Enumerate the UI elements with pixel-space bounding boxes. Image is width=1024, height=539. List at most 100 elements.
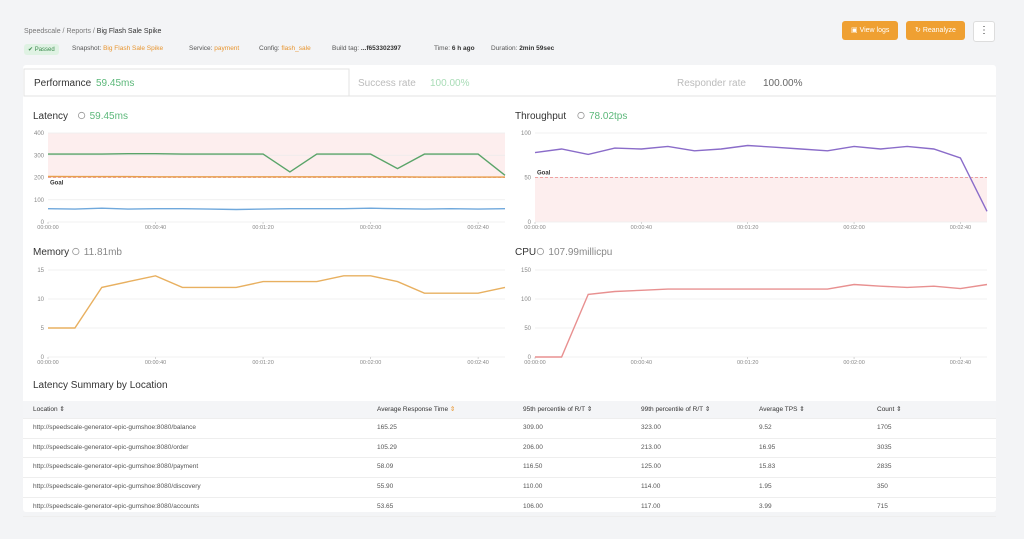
- table-cell: 309.00: [523, 424, 543, 431]
- chart-title: Throughput: [515, 111, 566, 122]
- table-cell: 3035: [877, 443, 892, 451]
- meta-value: ...f653302397: [360, 45, 402, 52]
- table-cell: 16.95: [759, 443, 776, 451]
- tab-value: 100.00%: [430, 78, 470, 89]
- tab-label: Responder rate: [677, 78, 746, 89]
- chart-value: 78.02tps: [589, 111, 627, 122]
- x-tick-label: 00:00:40: [145, 360, 166, 366]
- icon: ↻: [915, 27, 923, 34]
- y-tick-label: 50: [524, 176, 531, 182]
- table-row: http://speedscale-generator-epic-gumshoe…: [23, 439, 996, 459]
- y-tick-label: 0: [528, 220, 532, 226]
- tab-label: Performance: [34, 78, 92, 89]
- x-tick-label: 00:01:20: [737, 360, 758, 366]
- sort-icon: ⇕: [448, 406, 456, 413]
- sort-icon: ⇕: [894, 406, 902, 413]
- x-tick-label: 00:02:00: [843, 360, 864, 366]
- active-tab: [23, 68, 350, 97]
- breadcrumb: Speedscale / Reports / Big Flash Sale Sp…: [24, 28, 161, 35]
- y-tick-label: 0: [41, 220, 45, 226]
- column-header[interactable]: 99th percentile of R/T ⇕: [641, 401, 710, 418]
- meta-item: Snapshot: Big Flash Sale Spike: [72, 45, 163, 52]
- y-tick-label: 5: [41, 326, 45, 332]
- info-icon: [72, 247, 80, 256]
- meta-label: Time:: [434, 45, 451, 52]
- series-line: [534, 144, 988, 212]
- table-cell: 323.00: [641, 424, 661, 431]
- meta-value: 6 h ago: [451, 45, 475, 52]
- x-tick-label: 00:00:00: [37, 225, 58, 231]
- goal-label: Goal: [50, 181, 64, 187]
- button[interactable]: ▣ View logs: [842, 21, 899, 40]
- x-tick-label: 00:00:40: [631, 360, 652, 366]
- column-header[interactable]: Average TPS ⇕: [759, 401, 805, 418]
- x-tick-label: 00:00:00: [524, 360, 545, 366]
- y-tick-label: 15: [37, 268, 44, 274]
- button[interactable]: ↻ Reanalyze: [906, 21, 965, 40]
- x-tick-label: 00:00:00: [37, 360, 58, 366]
- table-cell: 3.99: [759, 502, 772, 510]
- y-tick-label: 100: [521, 297, 532, 303]
- sort-icon: ⇕: [797, 406, 805, 413]
- column-label: 95th percentile of R/T: [523, 406, 586, 413]
- goal-label: Goal: [537, 171, 551, 177]
- table-cell: 15.83: [759, 463, 776, 471]
- meta-value: flash_sale: [281, 45, 311, 52]
- column-header[interactable]: Count ⇕: [877, 401, 902, 418]
- menu-button[interactable]: ⋮: [973, 21, 995, 42]
- x-tick-label: 00:02:00: [843, 225, 864, 231]
- table-row: http://speedscale-generator-epic-gumshoe…: [23, 458, 996, 479]
- x-tick-label: 00:02:40: [950, 360, 971, 366]
- series-line: [47, 207, 506, 211]
- table-cell: 114.00: [641, 483, 661, 491]
- crumb: Speedscale: [24, 28, 61, 35]
- x-tick-label: 00:02:00: [360, 225, 381, 231]
- x-tick-label: 00:00:40: [145, 225, 166, 231]
- table-cell: 206.00: [523, 443, 543, 451]
- x-tick-label: 00:02:40: [950, 225, 971, 231]
- table-row: http://speedscale-generator-epic-gumshoe…: [23, 498, 996, 518]
- x-tick-label: 00:01:20: [252, 225, 273, 231]
- crumb: Reports: [66, 28, 91, 35]
- table-cell: 125.00: [641, 463, 661, 471]
- series-line: [47, 175, 505, 178]
- meta-value: 2min 59sec: [519, 45, 555, 52]
- column-header[interactable]: Average Response Time ⇕: [377, 401, 455, 418]
- tab-value: 100.00%: [763, 78, 803, 89]
- meta-item: Duration: 2min 59sec: [491, 45, 554, 52]
- meta-value: payment: [214, 45, 240, 52]
- series-line: [48, 275, 506, 329]
- button-label: Reanalyze: [922, 27, 956, 34]
- chart-title: Memory: [33, 247, 69, 258]
- meta-item: Service: payment: [189, 45, 239, 52]
- sort-icon: ⇕: [57, 406, 65, 413]
- table-row: http://speedscale-generator-epic-gumshoe…: [23, 478, 996, 498]
- crumb: Big Flash Sale Spike: [96, 28, 162, 35]
- check: ✔: [28, 47, 35, 53]
- chart-title: Latency: [33, 111, 68, 122]
- column-header[interactable]: 95th percentile of R/T ⇕: [523, 401, 592, 418]
- meta-item: Config: flash_sale: [259, 45, 311, 52]
- y-tick-label: 100: [521, 131, 532, 137]
- x-tick-label: 00:01:20: [737, 225, 758, 231]
- meta-item: Time: 6 h ago: [434, 45, 475, 52]
- info-icon: [78, 111, 86, 120]
- table-cell: http://speedscale-generator-epic-gumshoe…: [33, 424, 196, 431]
- meta-label: Config:: [259, 45, 280, 52]
- meta-label: Service:: [189, 45, 213, 52]
- chart-value: 107.99millicpu: [548, 247, 612, 258]
- section-title: Latency Summary by Location: [33, 380, 168, 391]
- y-tick-label: 400: [34, 131, 45, 137]
- table-cell: 53.65: [377, 502, 394, 510]
- column-header[interactable]: Location ⇕: [33, 401, 65, 418]
- x-tick-label: 00:02:40: [467, 360, 488, 366]
- separator: /: [90, 28, 97, 35]
- table-cell: 106.00: [523, 502, 543, 510]
- table-cell: 2835: [877, 463, 892, 471]
- table-cell: 165.25: [377, 424, 397, 431]
- series-line: [535, 283, 988, 358]
- y-tick-label: 50: [524, 326, 531, 332]
- table-cell: http://speedscale-generator-epic-gumshoe…: [33, 443, 189, 451]
- status-badge: ✔ Passed: [24, 44, 59, 55]
